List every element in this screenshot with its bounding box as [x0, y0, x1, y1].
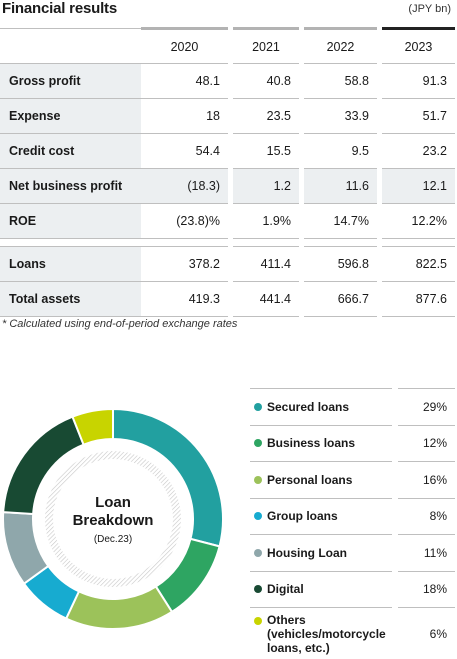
- legend-percent: 29%: [398, 388, 455, 426]
- year-2021: 2021: [232, 27, 299, 64]
- table-row: Total assets 419.3 441.4 666.7 877.6: [0, 281, 455, 317]
- year-2023: 2023: [381, 27, 455, 64]
- legend-percent: 8%: [398, 498, 455, 535]
- personal-loans-dot-icon: [254, 475, 262, 484]
- cell-value: 40.8: [232, 63, 299, 99]
- table-row: Net business profit (18.3) 1.2 11.6 12.1: [0, 168, 455, 204]
- legend-percent: 18%: [398, 571, 455, 608]
- cell-value: 411.4: [232, 246, 299, 282]
- cell-value: 596.8: [303, 246, 377, 282]
- legend-label: Digital: [267, 582, 304, 597]
- cell-value: 91.3: [381, 63, 455, 99]
- cell-value: 822.5: [381, 246, 455, 282]
- donut-subtitle: (Dec.23): [93, 533, 133, 545]
- row-label: Gross profit: [0, 63, 141, 99]
- donut-slice-others: [71, 408, 114, 446]
- cell-value: 9.5: [303, 133, 377, 169]
- row-label: Total assets: [0, 281, 141, 317]
- donut-title: Loan Breakdown: [72, 493, 154, 529]
- row-label: Net business profit: [0, 168, 141, 204]
- legend-label: Housing Loan: [267, 545, 347, 560]
- legend-row: Housing Loan 11%: [250, 534, 455, 572]
- cell-value: 12.2%: [381, 203, 455, 239]
- cell-value: 441.4: [232, 281, 299, 317]
- cell-value: (18.3): [141, 168, 228, 204]
- hatched-ring: [45, 451, 181, 587]
- digital-dot-icon: [254, 585, 262, 594]
- legend-label: Secured loans: [267, 399, 350, 414]
- legend-percent: 12%: [398, 425, 455, 462]
- row-label: Credit cost: [0, 133, 141, 169]
- cell-value: 54.4: [141, 133, 228, 169]
- cell-value: 419.3: [141, 281, 228, 317]
- financial-results-table: 2020 2021 2022 2023 Gross profit 48.1 40…: [0, 27, 455, 317]
- unit-label: (JPY bn): [408, 3, 451, 15]
- secured-loans-dot-icon: [254, 402, 262, 411]
- legend-row: Group loans 8%: [250, 498, 455, 535]
- table-row: Credit cost 54.4 15.5 9.5 23.2: [0, 133, 455, 169]
- legend-row: Personal loans 16%: [250, 461, 455, 499]
- row-label: Loans: [0, 246, 141, 282]
- legend-percent: 11%: [398, 534, 455, 572]
- cell-value: 14.7%: [303, 203, 377, 239]
- legend-label: Business loans: [267, 436, 356, 451]
- legend-percent: 6%: [398, 607, 455, 659]
- table-row: ROE (23.8)% 1.9% 14.7% 12.2%: [0, 203, 455, 239]
- cell-value: 23.5: [232, 98, 299, 134]
- business-loans-dot-icon: [254, 439, 262, 448]
- table-row: Gross profit 48.1 40.8 58.8 91.3: [0, 63, 455, 99]
- year-2020: 2020: [141, 27, 228, 64]
- cell-value: 12.1: [381, 168, 455, 204]
- year-header-row: 2020 2021 2022 2023: [0, 27, 455, 64]
- cell-value: 58.8: [303, 63, 377, 99]
- header-blank: [0, 28, 141, 64]
- row-label: ROE: [0, 203, 141, 239]
- cell-value: (23.8)%: [141, 203, 228, 239]
- legend-percent: 16%: [398, 461, 455, 499]
- legend-row: Others (vehicles/motorcycle loans, etc.)…: [250, 607, 455, 659]
- cell-value: 15.5: [232, 133, 299, 169]
- housing-loan-dot-icon: [254, 548, 262, 557]
- cell-value: 51.7: [381, 98, 455, 134]
- cell-value: 1.2: [232, 168, 299, 204]
- others-dot-icon: [254, 616, 262, 625]
- legend-label: Others (vehicles/motorcycle loans, etc.): [267, 612, 386, 655]
- donut-center-label: Loan Breakdown (Dec.23): [2, 408, 224, 630]
- loan-breakdown-legend: Secured loans 29% Business loans 12% Per…: [250, 388, 455, 659]
- page-title: Financial results: [2, 0, 117, 17]
- cell-value: 33.9: [303, 98, 377, 134]
- legend-row: Business loans 12%: [250, 425, 455, 462]
- cell-value: 18: [141, 98, 228, 134]
- cell-value: 48.1: [141, 63, 228, 99]
- cell-value: 666.7: [303, 281, 377, 317]
- footnote: * Calculated using end-of-period exchang…: [2, 318, 238, 330]
- group-loans-dot-icon: [254, 512, 262, 521]
- cell-value: 378.2: [141, 246, 228, 282]
- legend-row: Secured loans 29%: [250, 388, 455, 426]
- legend-row: Digital 18%: [250, 571, 455, 608]
- legend-label: Personal loans: [267, 472, 353, 487]
- legend-label: Group loans: [267, 509, 338, 524]
- row-label: Expense: [0, 98, 141, 134]
- table-row: Loans 378.2 411.4 596.8 822.5: [0, 246, 455, 282]
- year-2022: 2022: [303, 27, 377, 64]
- cell-value: 11.6: [303, 168, 377, 204]
- loan-breakdown-donut: [2, 408, 224, 630]
- cell-value: 877.6: [381, 281, 455, 317]
- cell-value: 23.2: [381, 133, 455, 169]
- cell-value: 1.9%: [232, 203, 299, 239]
- table-row: Expense 18 23.5 33.9 51.7: [0, 98, 455, 134]
